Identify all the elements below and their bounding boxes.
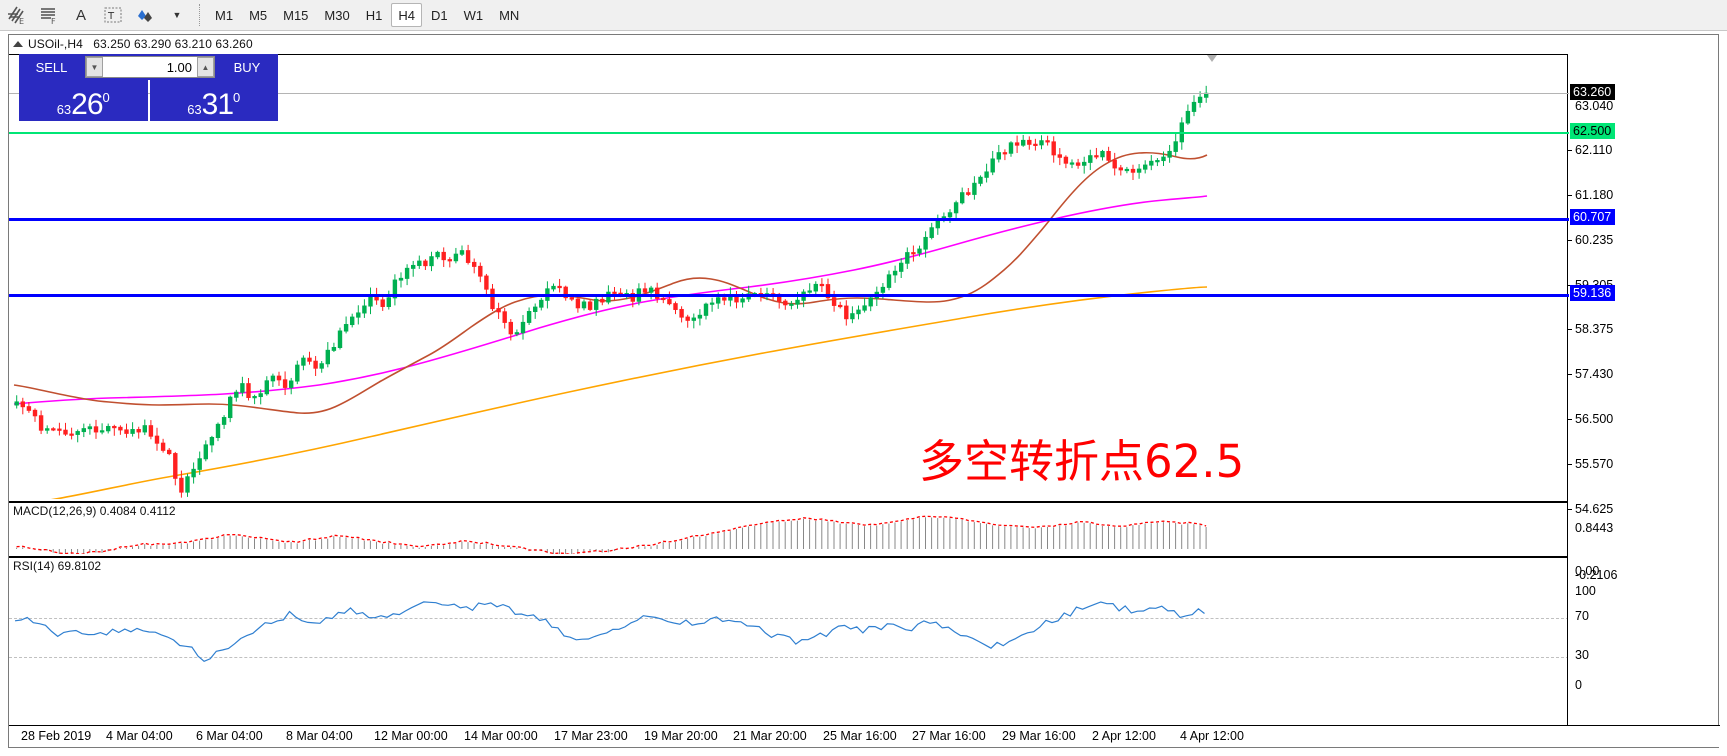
- price-series-layer: [13, 151, 1208, 499]
- price-tick-60707: 60.707: [1570, 209, 1616, 225]
- buy-price-big: 31: [201, 88, 234, 121]
- price-tick-57430: 57.430: [1568, 367, 1613, 381]
- macd-label: MACD(12,26,9) 0.4084 0.4112: [13, 504, 179, 518]
- toolbar-separator: [199, 4, 200, 26]
- last-price-line: [9, 93, 1569, 94]
- rsi-pane[interactable]: RSI(14) 69.8102: [9, 556, 1569, 726]
- sell-price-display[interactable]: 63 26 0: [19, 80, 148, 121]
- timeframe-m15[interactable]: M15: [283, 7, 309, 23]
- chart-window[interactable]: USOil-,H4 63.250 63.290 63.210 63.260 多空…: [8, 34, 1720, 748]
- time-tick-4: 12 Mar 00:00: [374, 729, 448, 743]
- symbol-ohlc-text: USOil-,H4 63.250 63.290 63.210 63.260: [28, 37, 253, 51]
- time-tick-10: 27 Mar 16:00: [912, 729, 986, 743]
- rsi-tick-0: 0: [1575, 678, 1582, 692]
- candlestick-layer: [14, 55, 1217, 498]
- volume-decrease-icon[interactable]: ▼: [86, 57, 103, 77]
- timeframe-m5[interactable]: M5: [249, 7, 268, 23]
- rsi-tick-70: 70: [1575, 609, 1589, 623]
- objects-icon[interactable]: [130, 1, 160, 29]
- macd-series-layer: [16, 515, 1207, 554]
- macd-tick-zero: 0.00: [1575, 564, 1600, 578]
- price-tick-61180: 61.180: [1568, 188, 1613, 202]
- time-tick-9: 25 Mar 16:00: [823, 729, 897, 743]
- timeframe-m30[interactable]: M30: [324, 7, 350, 23]
- timeframe-mn[interactable]: MN: [499, 7, 520, 23]
- svg-text:E: E: [19, 17, 24, 25]
- macd-pane[interactable]: MACD(12,26,9) 0.4084 0.4112: [9, 501, 1569, 554]
- timeframe-w1[interactable]: W1: [463, 7, 484, 23]
- volume-stepper[interactable]: ▼ 1.00 ▲: [85, 56, 215, 78]
- price-tick-56500: 56.500: [1568, 412, 1613, 426]
- timeframe-d1[interactable]: D1: [430, 7, 448, 23]
- svg-text:F: F: [51, 17, 56, 25]
- ma-fast-line: [13, 151, 1208, 414]
- price-tick-55570: 55.570: [1568, 457, 1613, 471]
- time-tick-0: 28 Feb 2019: [21, 729, 92, 743]
- ma-mid-line: [13, 195, 1208, 405]
- timeframe-h4[interactable]: H4: [391, 3, 422, 27]
- volume-input[interactable]: 1.00: [166, 59, 192, 75]
- price-tick-last: 63.260: [1570, 84, 1616, 100]
- macd-tick-max: 0.8443: [1575, 521, 1614, 535]
- chart-annotation-text: 多空转折点62.5: [919, 435, 1245, 488]
- buy-price-sup: 0: [233, 90, 241, 105]
- text-label-icon[interactable]: A: [75, 6, 86, 24]
- rsi-label: RSI(14) 69.8102: [13, 559, 105, 573]
- trade-panel-top-row: SELL ▼ 1.00 ▲ BUY: [19, 54, 278, 80]
- macd-tick-min: -0.2106: [1575, 568, 1618, 582]
- svg-text:T: T: [107, 11, 115, 22]
- time-tick-1: 4 Mar 04:00: [106, 729, 173, 743]
- rsi-tick-100: 100: [1575, 584, 1596, 598]
- price-tick-58375: 58.375: [1568, 322, 1613, 336]
- time-tick-12: 2 Apr 12:00: [1092, 729, 1156, 743]
- sell-price-sup: 0: [102, 90, 110, 105]
- expert-advisor-icon[interactable]: E: [2, 1, 32, 29]
- data-window-icon[interactable]: F: [34, 1, 64, 29]
- price-tick-62110: 62.110: [1568, 143, 1612, 157]
- trade-panel-price-row: 63 26 0 63 31 0: [19, 80, 278, 121]
- text-box-icon[interactable]: T: [98, 1, 128, 29]
- time-tick-3: 8 Mar 04:00: [286, 729, 353, 743]
- sell-button[interactable]: SELL: [19, 54, 84, 80]
- buy-price-display[interactable]: 63 31 0: [149, 80, 278, 121]
- price-tick-59136: 59.136: [1570, 285, 1616, 301]
- level-line-60707: [9, 218, 1569, 221]
- timeframe-h1[interactable]: H1: [365, 7, 383, 23]
- buy-button[interactable]: BUY: [216, 54, 278, 80]
- time-tick-8: 21 Mar 20:00: [733, 729, 807, 743]
- sell-price-prefix: 63: [56, 102, 72, 117]
- price-tick-62500: 62.500: [1570, 123, 1616, 139]
- symbol-info-bar: USOil-,H4 63.250 63.290 63.210 63.260: [9, 35, 1718, 53]
- volume-increase-icon[interactable]: ▲: [197, 57, 214, 77]
- time-tick-2: 6 Mar 04:00: [196, 729, 263, 743]
- price-axis[interactable]: 63.260 63.040 62.500 62.110 61.180 60.70…: [1567, 54, 1718, 726]
- one-click-trading-panel[interactable]: SELL ▼ 1.00 ▲ BUY 63 26 0 63 31 0: [19, 54, 278, 121]
- rsi-tick-30: 30: [1575, 648, 1589, 662]
- sell-price-big: 26: [71, 88, 103, 121]
- dropdown-arrow-icon[interactable]: ▼: [172, 10, 182, 20]
- buy-price-prefix: 63: [187, 102, 202, 117]
- time-tick-7: 19 Mar 20:00: [644, 729, 718, 743]
- chart-toolbar: E F A T: [0, 0, 1727, 31]
- ma-slow-line: [50, 286, 1208, 499]
- collapse-triangle-icon[interactable]: [13, 41, 23, 47]
- time-tick-11: 29 Mar 16:00: [1002, 729, 1076, 743]
- price-tick-60235: 60.235: [1568, 233, 1613, 247]
- rsi-level-70-line: [9, 618, 1569, 619]
- timeframe-m1[interactable]: M1: [215, 7, 234, 23]
- price-pane[interactable]: 多空转折点62.5: [9, 54, 1569, 499]
- rsi-series-layer: [14, 601, 1205, 662]
- level-line-59136: [9, 294, 1569, 297]
- level-line-62500: [9, 132, 1569, 134]
- time-tick-5: 14 Mar 00:00: [464, 729, 538, 743]
- price-tick-54625: 54.625: [1568, 502, 1613, 516]
- time-tick-13: 4 Apr 12:00: [1180, 729, 1244, 743]
- time-tick-6: 17 Mar 23:00: [554, 729, 628, 743]
- rsi-level-30-line: [9, 657, 1569, 658]
- price-tick-63040: 63.040: [1575, 99, 1614, 113]
- time-axis[interactable]: 28 Feb 2019 4 Mar 04:00 6 Mar 04:00 8 Ma…: [9, 725, 1720, 747]
